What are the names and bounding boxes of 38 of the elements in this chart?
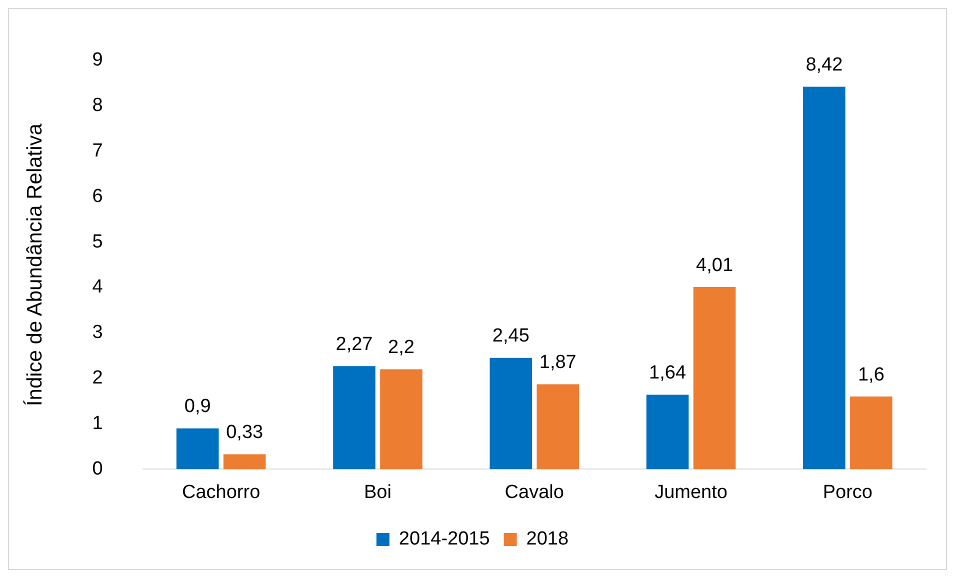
y-tick-label: 7 [92, 140, 103, 162]
bar [490, 358, 532, 470]
bar [223, 454, 266, 470]
x-tick-label: Boi [364, 482, 392, 503]
y-tick-label: 1 [92, 413, 103, 434]
y-tick-label: 6 [92, 186, 103, 207]
data-label: 2,45 [492, 326, 530, 347]
data-label: 2,2 [388, 337, 414, 358]
y-tick-label: 0 [92, 458, 103, 480]
y-tick-label: 9 [92, 50, 103, 71]
bar [536, 384, 580, 470]
bar [333, 366, 376, 470]
bar [176, 428, 219, 470]
legend-label: 2018 [526, 528, 569, 550]
x-tick-label: Cachorro [182, 482, 260, 503]
data-label: 1,64 [649, 362, 686, 384]
bar [693, 287, 736, 470]
data-label: 2,27 [336, 334, 373, 355]
data-label: 1,6 [858, 364, 884, 386]
bar [646, 394, 689, 470]
bar [850, 396, 892, 470]
y-axis-title: Índice de Abundância Relativa [22, 123, 46, 406]
bar [803, 86, 846, 470]
data-label: 4,01 [696, 254, 734, 276]
data-label: 1,87 [539, 352, 576, 373]
bar [380, 369, 422, 470]
y-tick-label: 2 [92, 368, 103, 389]
y-tick-label: 3 [92, 322, 103, 344]
data-label: 0,33 [226, 422, 264, 443]
y-tick-label: 4 [92, 276, 104, 298]
y-tick-label: 5 [92, 231, 103, 252]
x-tick-label: Jumento [654, 482, 728, 503]
data-label: 8,42 [806, 54, 843, 76]
data-label: 0,9 [184, 396, 211, 418]
legend-label: 2014-2015 [398, 528, 490, 550]
x-tick-label: Cavalo [504, 482, 564, 503]
x-tick-label: Porco [822, 482, 872, 503]
y-tick-label: 8 [92, 95, 103, 116]
